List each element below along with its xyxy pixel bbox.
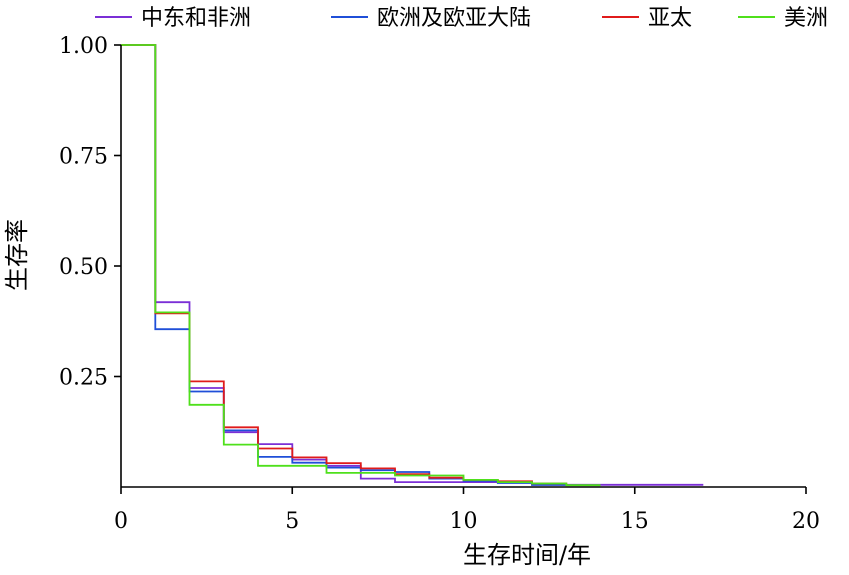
ticks: 0 5 10 15 20 0.25 0.50 0.75 1.00 [59,34,820,534]
series-line-1 [121,44,704,486]
legend-label: 美洲 [784,6,828,31]
x-tick-label: 5 [285,509,299,534]
y-tick-label: 0.25 [59,366,108,391]
series-line-3 [121,44,568,485]
x-tick-label: 10 [450,509,478,534]
y-tick-label: 0.75 [59,145,108,170]
legend: 中东和非洲 欧洲及欧亚大陆 亚太 美洲 [95,6,828,31]
legend-item: 美洲 [738,6,828,31]
x-tick-label: 0 [114,509,128,534]
legend-item: 中东和非洲 [95,6,251,31]
legend-label: 欧洲及欧亚大陆 [377,6,531,31]
series-layer [121,44,704,487]
legend-label: 中东和非洲 [141,6,251,31]
legend-item: 欧洲及欧亚大陆 [331,6,531,31]
x-axis-title: 生存时间/年 [463,541,591,569]
x-tick-label: 20 [792,509,820,534]
series-line-4 [121,44,601,487]
y-axis-title: 生存率 [3,219,31,291]
series-line-2 [121,44,568,486]
y-tick-label: 0.50 [59,255,108,280]
legend-label: 亚太 [648,6,692,31]
legend-item: 亚太 [602,6,692,31]
y-tick-label: 1.00 [59,34,108,59]
x-tick-label: 15 [621,509,649,534]
